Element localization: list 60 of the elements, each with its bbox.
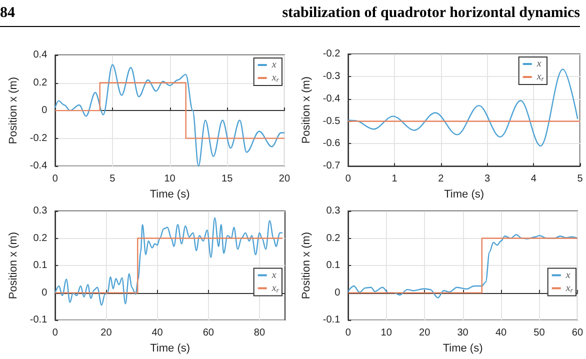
y-tick-label: 0.3 (326, 206, 341, 216)
y-tick-label: -0.3 (322, 70, 341, 82)
y-axis-title: Position x (m) (8, 76, 20, 144)
x-tick-label: 50 (534, 328, 546, 339)
x-tick-label: 15 (222, 174, 234, 185)
x-axis-title: Time (s) (444, 188, 484, 200)
x-tick-label: 5 (110, 174, 116, 185)
text: 84 (0, 4, 15, 22)
legend-label: x (270, 270, 277, 281)
x-tick-label: 60 (572, 328, 584, 339)
y-tick-label: -0.6 (322, 138, 341, 150)
line-series (54, 217, 284, 306)
x-tick-label: 10 (164, 174, 176, 185)
y-tick-label: 0.2 (33, 232, 48, 244)
text: stabilization of quadrotor horizontal dynamics (282, 4, 580, 22)
y-tick-label: -0.1 (30, 314, 48, 326)
x-tick-label: 0 (52, 328, 58, 339)
x-tick-label: 20 (100, 328, 112, 339)
x-tick-label: 40 (152, 328, 164, 339)
x-axis-title: Time (s) (150, 342, 190, 354)
x-tick-label: 30 (457, 328, 469, 339)
y-tick-label: 0 (334, 287, 341, 298)
y-tick-label: 0.1 (33, 260, 48, 272)
x-tick-label: 60 (202, 328, 214, 339)
y-tick-label: -0.1 (322, 314, 341, 326)
x-axis-title: Time (s) (150, 188, 190, 200)
x-tick-label: 4 (530, 174, 537, 185)
x-tick-label: 0 (345, 174, 352, 185)
y-tick-label: -0.5 (322, 116, 341, 127)
x-tick-label: 20 (419, 328, 431, 339)
y-axis-title: Position x (m) (8, 232, 20, 300)
x-tick-label: 3 (484, 174, 490, 185)
y-tick-label: 0.3 (33, 206, 48, 216)
x-axis-title: Time (s) (442, 342, 483, 354)
legend-label: x (564, 270, 571, 281)
y-tick-label: 0.2 (326, 232, 341, 244)
x-tick-label: 20 (278, 174, 290, 185)
y-tick-label: 0.1 (326, 260, 341, 272)
x-tick-label: 1 (392, 174, 398, 185)
y-tick-label: 0.2 (33, 77, 48, 88)
y-tick-label: 0.4 (33, 50, 48, 60)
legend-label: x (270, 60, 277, 70)
y-axis-title: Position x (m) (300, 76, 312, 144)
x-tick-label: 5 (577, 174, 584, 185)
legend-label: x (536, 58, 542, 70)
y-axis-title: Position x (m) (300, 232, 312, 300)
y-tick-label: -0.2 (322, 48, 341, 60)
y-tick-label: -0.4 (322, 93, 341, 104)
x-tick-label: 2 (438, 174, 444, 185)
y-tick-label: -0.7 (322, 160, 341, 172)
y-tick-label: -0.4 (30, 160, 48, 172)
y-tick-label: -0.2 (30, 132, 48, 144)
x-tick-label: 0 (345, 328, 352, 339)
x-tick-label: 10 (380, 328, 392, 339)
y-tick-label: 0 (42, 105, 48, 116)
x-tick-label: 40 (495, 328, 507, 339)
x-tick-label: 80 (254, 328, 266, 339)
x-tick-label: 0 (52, 174, 58, 185)
y-tick-label: 0 (42, 287, 48, 298)
line-series (348, 68, 578, 147)
